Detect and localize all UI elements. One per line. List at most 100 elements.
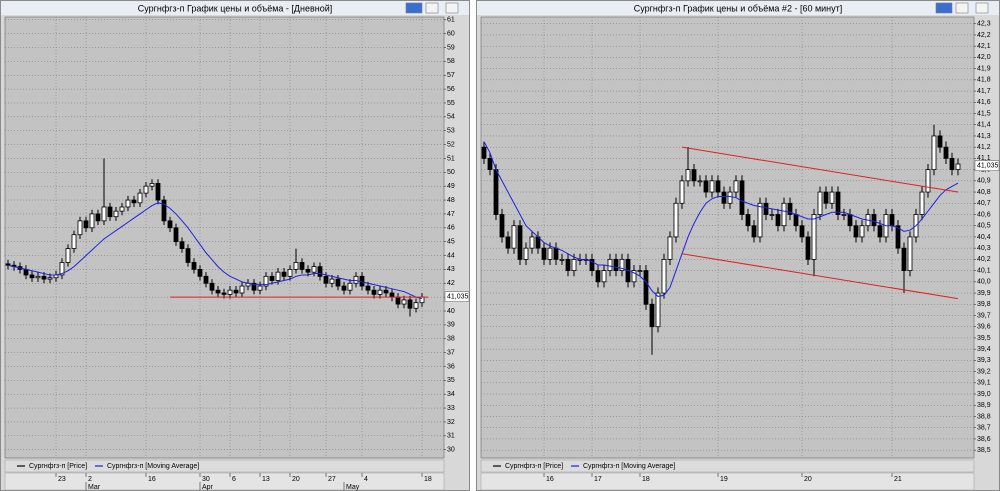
candle-body xyxy=(83,220,89,229)
candle-body xyxy=(395,296,401,305)
window-button[interactable] xyxy=(445,2,459,14)
x-tick-label: 30 xyxy=(202,476,210,483)
candle-body xyxy=(877,225,883,238)
y-tick-label: 40,4 xyxy=(977,234,991,241)
y-tick-label: 45 xyxy=(447,239,455,246)
candle-body xyxy=(637,270,643,273)
candle-body xyxy=(667,236,673,260)
month-label: May xyxy=(346,484,360,491)
y-tick-label: 48 xyxy=(447,197,455,204)
x-tick-label: 20 xyxy=(292,476,300,483)
candle-body xyxy=(371,289,377,295)
last-price-label: 41,035 xyxy=(977,163,999,170)
candle-body xyxy=(631,270,637,283)
candle-body xyxy=(293,262,299,270)
y-tick-label: 41,5 xyxy=(977,110,991,117)
candle-body xyxy=(413,302,419,309)
y-tick-label: 41,2 xyxy=(977,144,991,151)
candle-body xyxy=(389,292,395,298)
x-tick-label: 4 xyxy=(364,476,368,483)
candle-body xyxy=(733,180,739,193)
candle-body xyxy=(329,278,335,284)
candle-body xyxy=(185,248,191,263)
y-tick-label: 34 xyxy=(447,391,455,398)
window-button[interactable] xyxy=(975,2,989,14)
candle-body xyxy=(871,214,877,227)
candle-body xyxy=(137,192,143,204)
candle-body xyxy=(841,214,847,216)
candle-body xyxy=(943,146,949,159)
y-tick-label: 41,1 xyxy=(977,155,991,162)
legend-bar xyxy=(480,459,975,473)
candle-body xyxy=(203,275,209,284)
candle-body xyxy=(805,236,811,260)
candle-body xyxy=(679,180,685,204)
candle-body xyxy=(227,289,233,295)
candle-body xyxy=(365,285,371,291)
candle-body xyxy=(787,202,793,215)
candle-body xyxy=(257,285,263,291)
candle-body xyxy=(559,258,565,261)
x-tick-label: 20 xyxy=(804,476,812,483)
candle-body xyxy=(29,274,35,279)
y-tick-label: 59 xyxy=(447,44,455,51)
y-tick-label: 41,3 xyxy=(977,133,991,140)
candle-body xyxy=(589,258,595,272)
candle-body xyxy=(125,199,131,208)
candle-body xyxy=(511,225,517,249)
candle-body xyxy=(661,258,667,294)
candle-body xyxy=(835,191,841,215)
candle-body xyxy=(47,277,53,280)
candle-body xyxy=(925,169,931,193)
legend-label: Сургнфгз-п [Moving Average] xyxy=(583,463,675,470)
window-button[interactable] xyxy=(425,2,439,14)
candle-body xyxy=(811,214,817,260)
y-tick-label: 60 xyxy=(447,30,455,37)
candle-body xyxy=(251,282,257,291)
candle-body xyxy=(721,191,727,204)
last-price-label: 41,035 xyxy=(447,293,469,300)
y-tick-label: 47 xyxy=(447,211,455,218)
candle-body xyxy=(523,247,529,260)
candle-body xyxy=(179,241,185,249)
candle-body xyxy=(347,282,353,291)
y-tick-label: 39,5 xyxy=(977,335,991,342)
y-tick-label: 40,9 xyxy=(977,178,991,185)
y-tick-label: 39,9 xyxy=(977,290,991,297)
y-tick-label: 39,2 xyxy=(977,368,991,375)
candle-body xyxy=(937,135,943,148)
y-tick-label: 42,3 xyxy=(977,21,991,28)
candle-body xyxy=(143,185,149,194)
x-tick-label: 18 xyxy=(424,476,432,483)
candle-body xyxy=(215,289,221,294)
y-tick-label: 41,7 xyxy=(977,88,991,95)
y-tick-label: 40,7 xyxy=(977,200,991,207)
window-button[interactable] xyxy=(405,2,423,14)
plot-area xyxy=(4,16,445,459)
candle-body xyxy=(155,183,161,201)
y-tick-label: 38,7 xyxy=(977,425,991,432)
candle-body xyxy=(407,299,413,309)
y-tick-label: 38,6 xyxy=(977,436,991,443)
y-tick-label: 39,6 xyxy=(977,324,991,331)
y-tick-label: 55 xyxy=(447,100,455,107)
candle-body xyxy=(197,268,203,277)
legend-label: Сургнфгз-п [Moving Average] xyxy=(107,463,199,470)
y-tick-label: 37 xyxy=(447,349,455,356)
candle-body xyxy=(487,157,493,171)
y-tick-label: 53 xyxy=(447,128,455,135)
x-tick-label: 23 xyxy=(58,476,66,483)
y-tick-label: 40,2 xyxy=(977,256,991,263)
last-price-box xyxy=(444,291,470,302)
candle-body xyxy=(383,289,389,294)
window-button[interactable] xyxy=(955,2,969,14)
candle-body xyxy=(709,180,715,193)
window-button[interactable] xyxy=(935,2,953,14)
candle-body xyxy=(613,258,619,272)
candle-body xyxy=(691,169,697,182)
y-tick-label: 56 xyxy=(447,86,455,93)
y-tick-label: 41,4 xyxy=(977,122,991,129)
window-title: Сургнфгз-п График цены и объёма #2 - [60… xyxy=(634,3,843,13)
